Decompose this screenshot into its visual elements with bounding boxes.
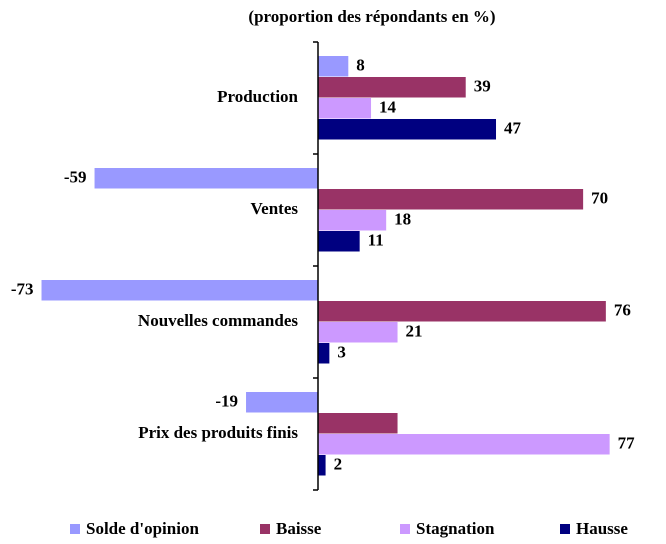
data-label: 77 (618, 433, 636, 452)
bar (318, 413, 398, 434)
data-label: 39 (474, 76, 491, 95)
data-label: -73 (11, 279, 34, 298)
y-tick-label: Production (217, 87, 298, 106)
bar (94, 168, 318, 189)
bar (318, 56, 349, 77)
data-label: 76 (614, 300, 631, 319)
data-label: -59 (64, 167, 87, 186)
legend-label: Solde d'opinion (86, 519, 199, 538)
data-label: 21 (406, 321, 423, 340)
y-tick-label: Prix des produits finis (138, 423, 298, 442)
legend-label: Baisse (276, 519, 322, 538)
bar (318, 455, 326, 476)
legend-swatch (70, 524, 80, 534)
data-label: 70 (591, 188, 608, 207)
y-tick-label: Ventes (250, 199, 298, 218)
chart-title: (proportion des répondants en %) (248, 7, 495, 26)
legend-label: Stagnation (416, 519, 495, 538)
legend-swatch (260, 524, 270, 534)
data-label: 3 (337, 342, 346, 361)
data-label: 11 (368, 230, 384, 249)
bar (41, 280, 318, 301)
data-label: 2 (334, 454, 343, 473)
bar (318, 189, 584, 210)
legend-swatch (400, 524, 410, 534)
data-label: -19 (215, 391, 238, 410)
bar (318, 343, 330, 364)
legend-label: Hausse (576, 519, 628, 538)
bar (318, 77, 466, 98)
legend-swatch (560, 524, 570, 534)
bar (318, 301, 606, 322)
data-label: 47 (504, 118, 522, 137)
bar (318, 322, 398, 343)
bar (246, 392, 318, 413)
bar (318, 98, 372, 119)
bar (318, 119, 497, 140)
bar (318, 231, 360, 252)
y-tick-label: Nouvelles commandes (138, 311, 298, 330)
data-label: 18 (394, 209, 411, 228)
data-label: 14 (379, 97, 397, 116)
bar (318, 434, 610, 455)
data-label: 8 (356, 55, 365, 74)
bar (318, 210, 387, 231)
